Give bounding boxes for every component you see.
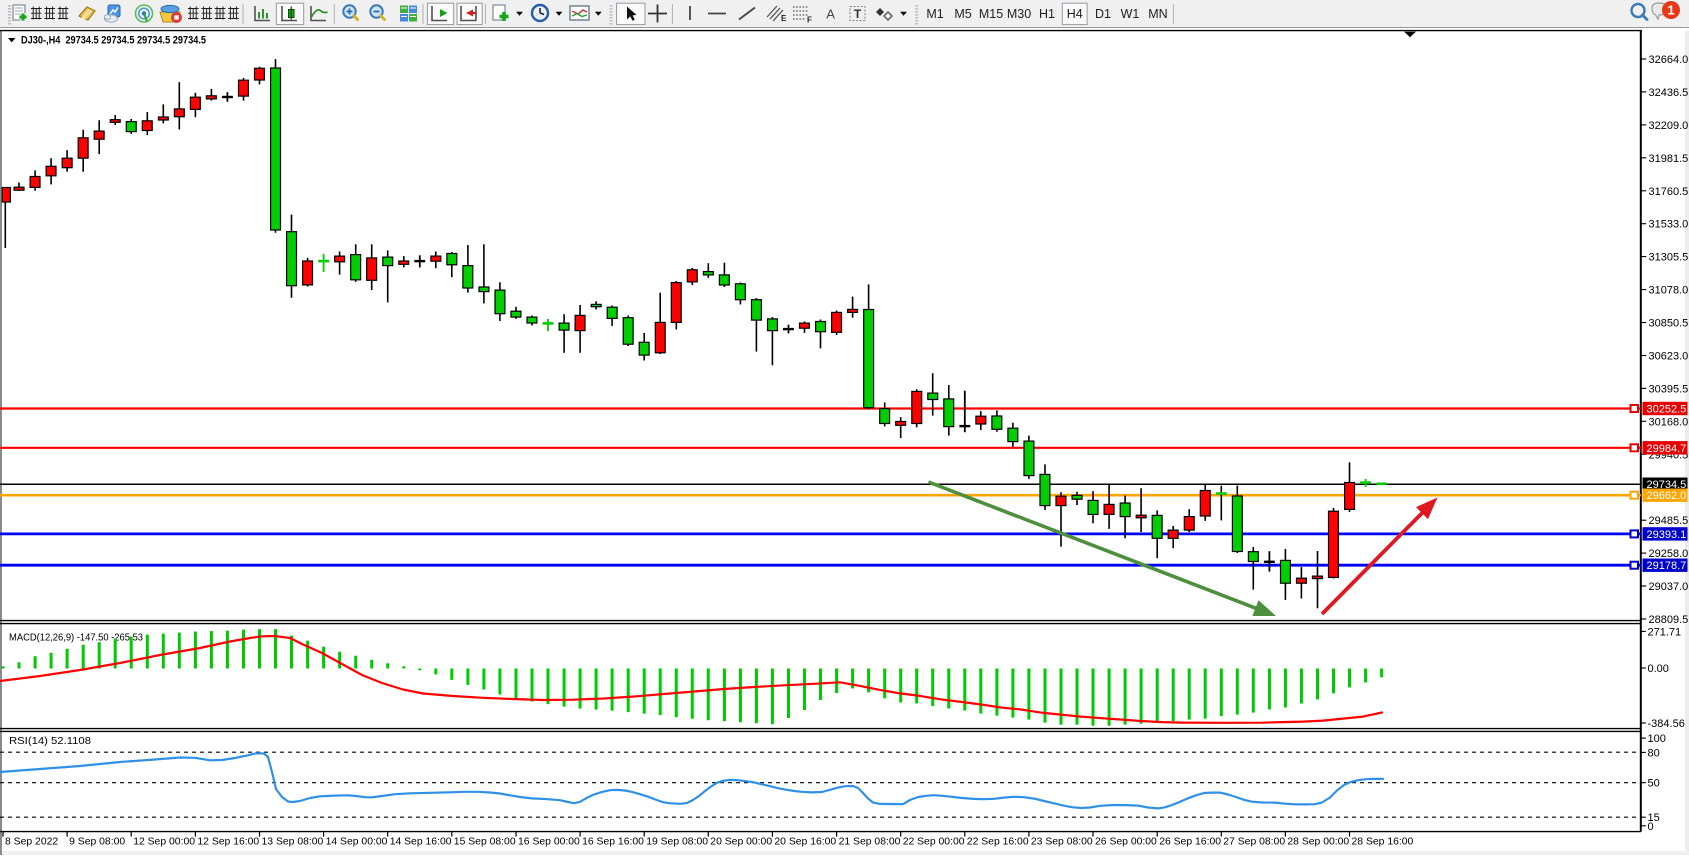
svg-text:30850.5: 30850.5 xyxy=(1649,318,1689,330)
svg-text:19 Sep 08:00: 19 Sep 08:00 xyxy=(646,837,708,848)
svg-text:29662.0: 29662.0 xyxy=(1647,490,1687,502)
svg-text:20 Sep 00:00: 20 Sep 00:00 xyxy=(710,837,772,848)
svg-text:MN: MN xyxy=(1148,7,1167,21)
svg-text:28 Sep 00:00: 28 Sep 00:00 xyxy=(1287,837,1349,848)
svg-text:28 Sep 16:00: 28 Sep 16:00 xyxy=(1352,837,1414,848)
svg-text:F: F xyxy=(807,16,812,25)
svg-text:23 Sep 08:00: 23 Sep 08:00 xyxy=(1031,837,1093,848)
svg-text:14 Sep 16:00: 14 Sep 16:00 xyxy=(390,837,452,848)
svg-text:80: 80 xyxy=(1648,747,1660,759)
svg-text:15 Sep 08:00: 15 Sep 08:00 xyxy=(454,837,516,848)
svg-text:D1: D1 xyxy=(1095,7,1111,21)
svg-text:0: 0 xyxy=(1648,821,1654,833)
svg-text:50: 50 xyxy=(1648,778,1660,790)
svg-text:15: 15 xyxy=(1648,812,1660,824)
svg-text:8 Sep 2022: 8 Sep 2022 xyxy=(5,837,58,848)
svg-text:29037.0: 29037.0 xyxy=(1649,581,1689,593)
svg-text:12 Sep 00:00: 12 Sep 00:00 xyxy=(133,837,195,848)
svg-text:1: 1 xyxy=(1667,3,1674,18)
svg-text:100: 100 xyxy=(1648,733,1666,745)
svg-text:20 Sep 16:00: 20 Sep 16:00 xyxy=(774,837,836,848)
svg-text:-384.56: -384.56 xyxy=(1648,718,1685,730)
svg-text:RSI(14) 52.1108: RSI(14) 52.1108 xyxy=(9,736,91,747)
svg-text:9 Sep 08:00: 9 Sep 08:00 xyxy=(69,837,125,848)
svg-text:22 Sep 16:00: 22 Sep 16:00 xyxy=(967,837,1029,848)
svg-text:31533.0: 31533.0 xyxy=(1649,219,1689,231)
svg-text:DJ30-,H4 29734.5 29734.5 2973: DJ30-,H4 29734.5 29734.5 29734.5 29734.5 xyxy=(21,35,206,47)
svg-text:31305.5: 31305.5 xyxy=(1649,252,1689,264)
svg-text:29984.7: 29984.7 xyxy=(1647,443,1687,455)
svg-text:M1: M1 xyxy=(926,7,943,21)
svg-text:M15: M15 xyxy=(979,7,1003,21)
svg-text:27 Sep 08:00: 27 Sep 08:00 xyxy=(1223,837,1285,848)
svg-text:32436.5: 32436.5 xyxy=(1649,87,1689,99)
svg-text:29178.7: 29178.7 xyxy=(1647,560,1687,572)
svg-text:32664.0: 32664.0 xyxy=(1649,54,1689,66)
svg-text:H1: H1 xyxy=(1039,7,1055,21)
svg-text:28809.5: 28809.5 xyxy=(1649,614,1689,626)
svg-text:MACD(12,26,9) -147.50 -265.53: MACD(12,26,9) -147.50 -265.53 xyxy=(9,633,143,644)
svg-text:16 Sep 16:00: 16 Sep 16:00 xyxy=(582,837,644,848)
svg-text:12 Sep 16:00: 12 Sep 16:00 xyxy=(197,837,259,848)
svg-text:E: E xyxy=(781,14,787,23)
svg-text:29258.0: 29258.0 xyxy=(1649,548,1689,560)
svg-text:30623.0: 30623.0 xyxy=(1649,351,1689,363)
svg-text:21 Sep 08:00: 21 Sep 08:00 xyxy=(839,837,901,848)
svg-text:16 Sep 00:00: 16 Sep 00:00 xyxy=(518,837,580,848)
svg-text:14 Sep 00:00: 14 Sep 00:00 xyxy=(326,837,388,848)
svg-text:30395.5: 30395.5 xyxy=(1649,383,1689,395)
svg-text:29393.1: 29393.1 xyxy=(1647,529,1687,541)
svg-text:31078.0: 31078.0 xyxy=(1649,285,1689,297)
svg-text:A: A xyxy=(826,7,835,22)
svg-text:32209.0: 32209.0 xyxy=(1649,120,1689,132)
svg-text:H4: H4 xyxy=(1067,7,1083,21)
svg-text:13 Sep 08:00: 13 Sep 08:00 xyxy=(262,837,324,848)
svg-text:22 Sep 00:00: 22 Sep 00:00 xyxy=(903,837,965,848)
svg-text:26 Sep 00:00: 26 Sep 00:00 xyxy=(1095,837,1157,848)
svg-text:30168.0: 30168.0 xyxy=(1649,416,1689,428)
svg-text:30252.5: 30252.5 xyxy=(1647,404,1687,416)
svg-text:0.00: 0.00 xyxy=(1648,663,1669,675)
svg-text:31760.5: 31760.5 xyxy=(1649,186,1689,198)
svg-text:271.71: 271.71 xyxy=(1648,626,1682,638)
svg-text:26 Sep 16:00: 26 Sep 16:00 xyxy=(1159,837,1221,848)
svg-text:29485.5: 29485.5 xyxy=(1649,515,1689,527)
svg-text:M5: M5 xyxy=(954,7,971,21)
svg-text:T: T xyxy=(854,7,862,21)
svg-text:W1: W1 xyxy=(1121,7,1140,21)
svg-text:31981.5: 31981.5 xyxy=(1649,153,1689,165)
svg-text:M30: M30 xyxy=(1007,7,1031,21)
svg-text:29734.5: 29734.5 xyxy=(1647,479,1687,491)
